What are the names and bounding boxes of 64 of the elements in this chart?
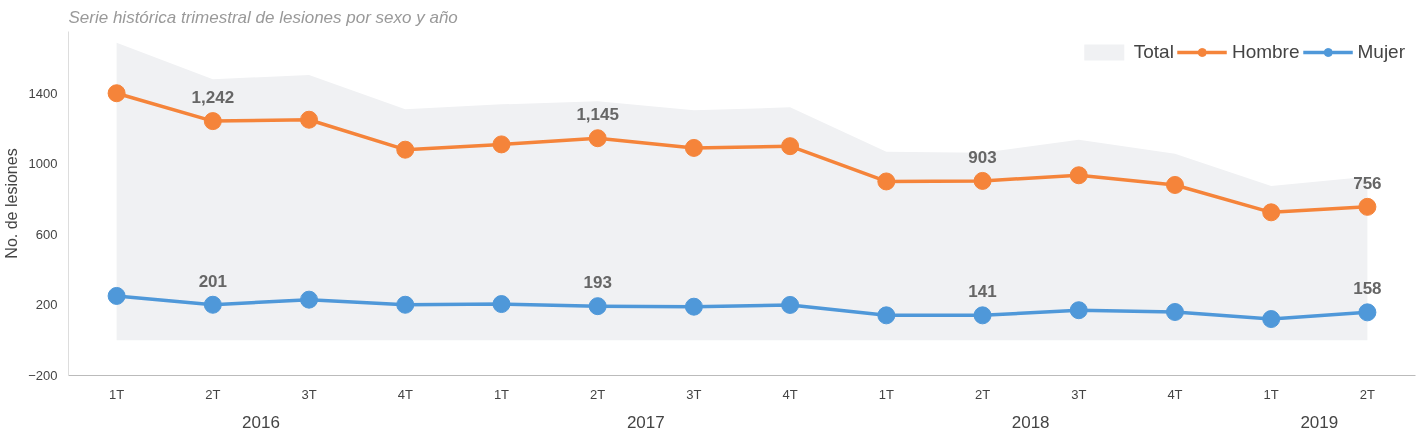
data-label: 141 xyxy=(968,282,997,302)
data-label: 193 xyxy=(583,273,612,293)
x-tick-label: 2T xyxy=(205,386,221,402)
data-label: 1,145 xyxy=(576,105,619,125)
data-label: 756 xyxy=(1353,173,1382,193)
point xyxy=(588,129,607,148)
text: 2016 xyxy=(242,412,280,432)
point xyxy=(396,140,415,159)
text: 2017 xyxy=(626,412,665,432)
point xyxy=(1262,203,1281,222)
point xyxy=(107,84,126,103)
text: 2018 xyxy=(1011,412,1050,432)
point xyxy=(396,295,415,314)
point xyxy=(973,171,992,190)
point xyxy=(877,172,896,191)
point xyxy=(300,290,319,309)
legend-label: Total xyxy=(1133,41,1174,63)
point xyxy=(684,297,703,316)
point xyxy=(492,295,511,314)
y-tick-label: −200 xyxy=(28,368,58,383)
y-tick-label: 1000 xyxy=(28,156,58,172)
x-tick-label: 4T xyxy=(397,386,413,402)
point xyxy=(781,137,800,156)
point xyxy=(684,138,703,157)
point xyxy=(1358,197,1377,216)
data-label: 903 xyxy=(968,147,997,167)
x-tick-label: 3T xyxy=(686,386,702,402)
x-tick-label: 2T xyxy=(1359,386,1376,402)
y-tick-label: 1400 xyxy=(28,85,58,101)
point xyxy=(973,306,992,325)
y-axis-title: No. de lesiones xyxy=(3,148,21,259)
legend-label: Hombre xyxy=(1231,41,1300,63)
point xyxy=(1069,166,1088,185)
x-tick-label: 3T xyxy=(1071,386,1087,402)
point xyxy=(203,112,222,131)
point xyxy=(1262,310,1281,329)
x-tick-label: 4T xyxy=(782,386,798,402)
data-label: 1,242 xyxy=(191,88,235,108)
point xyxy=(588,297,607,316)
point xyxy=(492,135,511,154)
point xyxy=(203,295,222,314)
chart-title: Serie histórica trimestral de lesiones por sexo y año xyxy=(68,7,458,27)
text: 2019 xyxy=(1300,412,1339,432)
x-tick-label: 1T xyxy=(109,386,125,402)
point xyxy=(781,295,800,314)
x-tick-label: 4T xyxy=(1167,386,1183,402)
point xyxy=(107,286,126,305)
x-tick-label: 1T xyxy=(1263,386,1279,402)
data-label: 158 xyxy=(1353,279,1382,299)
x-tick-label: 1T xyxy=(493,386,510,402)
data-label: 201 xyxy=(198,271,228,291)
point xyxy=(300,110,319,129)
y-tick-label: 200 xyxy=(35,297,58,313)
x-tick-label: 1T xyxy=(878,386,894,402)
point xyxy=(1165,303,1184,321)
point xyxy=(1069,301,1088,320)
x-tick-label: 3T xyxy=(301,386,317,402)
point xyxy=(1165,175,1184,194)
x-tick-label: 2T xyxy=(974,386,991,402)
y-tick-label: 600 xyxy=(35,226,58,242)
x-tick-label: 2T xyxy=(590,386,606,402)
point xyxy=(877,306,896,325)
point xyxy=(1358,303,1377,322)
legend-label: Mujer xyxy=(1357,41,1405,63)
